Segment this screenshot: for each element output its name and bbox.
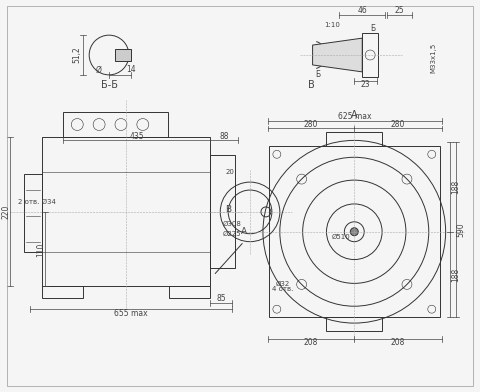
Text: 220: 220 — [1, 205, 10, 219]
Bar — [42, 138, 210, 286]
Text: 655 max: 655 max — [114, 309, 148, 318]
Text: 25: 25 — [394, 6, 404, 15]
Text: Ø308: Ø308 — [222, 221, 241, 227]
Bar — [63, 112, 168, 138]
Circle shape — [350, 228, 358, 236]
Polygon shape — [312, 38, 362, 72]
Text: 20: 20 — [226, 169, 235, 175]
Text: 2 отв. Ø34: 2 отв. Ø34 — [18, 199, 56, 205]
Bar — [24, 174, 42, 252]
Bar — [326, 132, 382, 146]
Text: 188: 188 — [451, 180, 460, 194]
Text: 23: 23 — [360, 80, 370, 89]
Text: 51,2: 51,2 — [73, 47, 82, 64]
Text: Б: Б — [371, 24, 376, 33]
Text: Ø510: Ø510 — [332, 234, 351, 240]
Text: 4 отв.: 4 отв. — [272, 286, 293, 292]
Text: А: А — [351, 110, 358, 120]
Bar — [42, 286, 83, 298]
Text: 14: 14 — [126, 65, 136, 74]
Text: Ø225: Ø225 — [222, 231, 241, 237]
Text: А: А — [241, 227, 247, 236]
Text: 280: 280 — [303, 120, 318, 129]
Text: 280: 280 — [391, 120, 405, 129]
Text: 208: 208 — [303, 338, 318, 347]
Bar — [362, 33, 378, 77]
Text: Ø: Ø — [95, 65, 101, 74]
Bar — [326, 317, 382, 331]
Bar — [115, 49, 131, 61]
Text: Б: Б — [315, 71, 320, 79]
Text: 46: 46 — [358, 6, 367, 15]
Text: 435: 435 — [130, 132, 144, 141]
Text: 88: 88 — [219, 132, 229, 141]
Text: 208: 208 — [391, 338, 405, 347]
Text: В: В — [225, 205, 231, 214]
Bar — [210, 155, 235, 269]
Text: 1:10: 1:10 — [324, 22, 340, 28]
Text: 590: 590 — [456, 222, 465, 237]
Text: 110: 110 — [36, 242, 45, 257]
Text: М33х1,5: М33х1,5 — [431, 43, 437, 73]
Text: Б-Б: Б-Б — [100, 80, 118, 90]
Bar — [168, 286, 210, 298]
Text: Ø32: Ø32 — [276, 280, 290, 287]
Text: 625 max: 625 max — [337, 112, 371, 121]
Text: 85: 85 — [216, 294, 226, 303]
Bar — [269, 146, 440, 317]
Text: В: В — [308, 80, 315, 90]
Text: 188: 188 — [451, 267, 460, 281]
